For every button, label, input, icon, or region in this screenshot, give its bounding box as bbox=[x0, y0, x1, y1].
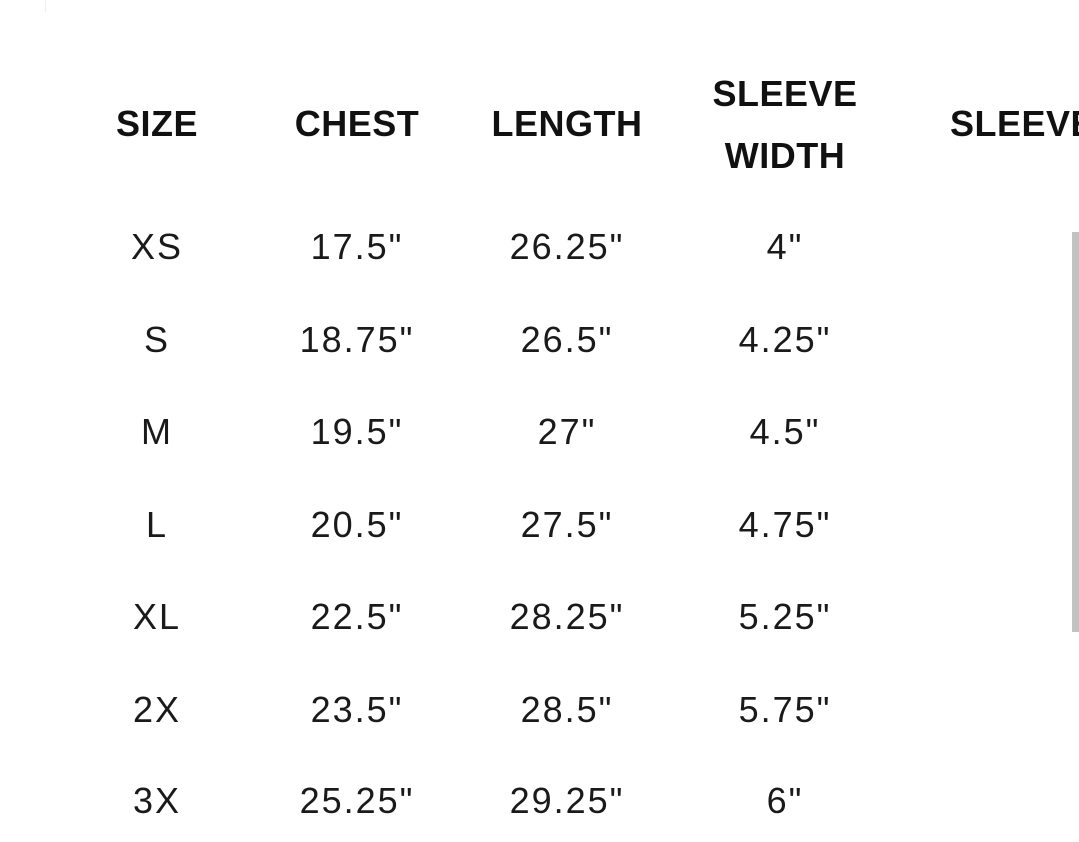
cell-length: 27" bbox=[537, 411, 597, 452]
cell-size: XS bbox=[130, 226, 184, 267]
cell-chest: 22.5" bbox=[310, 596, 404, 637]
cell-chest: 18.75" bbox=[299, 319, 415, 360]
cell-chest: 19.5" bbox=[310, 411, 404, 452]
cell-size: S bbox=[143, 319, 170, 360]
cell-size: XL bbox=[132, 596, 182, 637]
header-sleeve-length: SLEEVE bbox=[950, 103, 1079, 144]
cell-chest: 20.5" bbox=[310, 504, 404, 545]
cell-chest: 17.5" bbox=[310, 226, 404, 267]
cell-size: L bbox=[145, 504, 169, 545]
cell-length: 26.5" bbox=[520, 319, 614, 360]
cell-chest: 25.25" bbox=[299, 780, 415, 821]
cell-sleeve-width: 6" bbox=[766, 780, 804, 821]
divider bbox=[45, 0, 46, 12]
header-size: SIZE bbox=[115, 103, 198, 144]
header-sleeve-width-line1: SLEEVE bbox=[712, 73, 858, 114]
cell-sleeve-width: 4.75" bbox=[738, 504, 832, 545]
cell-size: 3X bbox=[132, 780, 182, 821]
cell-size: M bbox=[141, 411, 173, 452]
cell-length: 28.25" bbox=[509, 596, 625, 637]
scrollbar[interactable] bbox=[1072, 232, 1079, 632]
cell-length: 27.5" bbox=[520, 504, 614, 545]
cell-length: 26.25" bbox=[509, 226, 625, 267]
header-length: LENGTH bbox=[491, 103, 643, 144]
cell-sleeve-width: 4" bbox=[766, 226, 804, 267]
cell-size: 2X bbox=[132, 689, 182, 730]
header-chest: CHEST bbox=[294, 103, 420, 144]
cell-length: 28.5" bbox=[520, 689, 614, 730]
cell-sleeve-width: 4.5" bbox=[749, 411, 821, 452]
header-sleeve-width-line2: WIDTH bbox=[724, 135, 846, 176]
cell-sleeve-width: 4.25" bbox=[738, 319, 832, 360]
cell-sleeve-width: 5.75" bbox=[738, 689, 832, 730]
cell-chest: 23.5" bbox=[310, 689, 404, 730]
cell-length: 29.25" bbox=[509, 780, 625, 821]
cell-sleeve-width: 5.25" bbox=[738, 596, 832, 637]
